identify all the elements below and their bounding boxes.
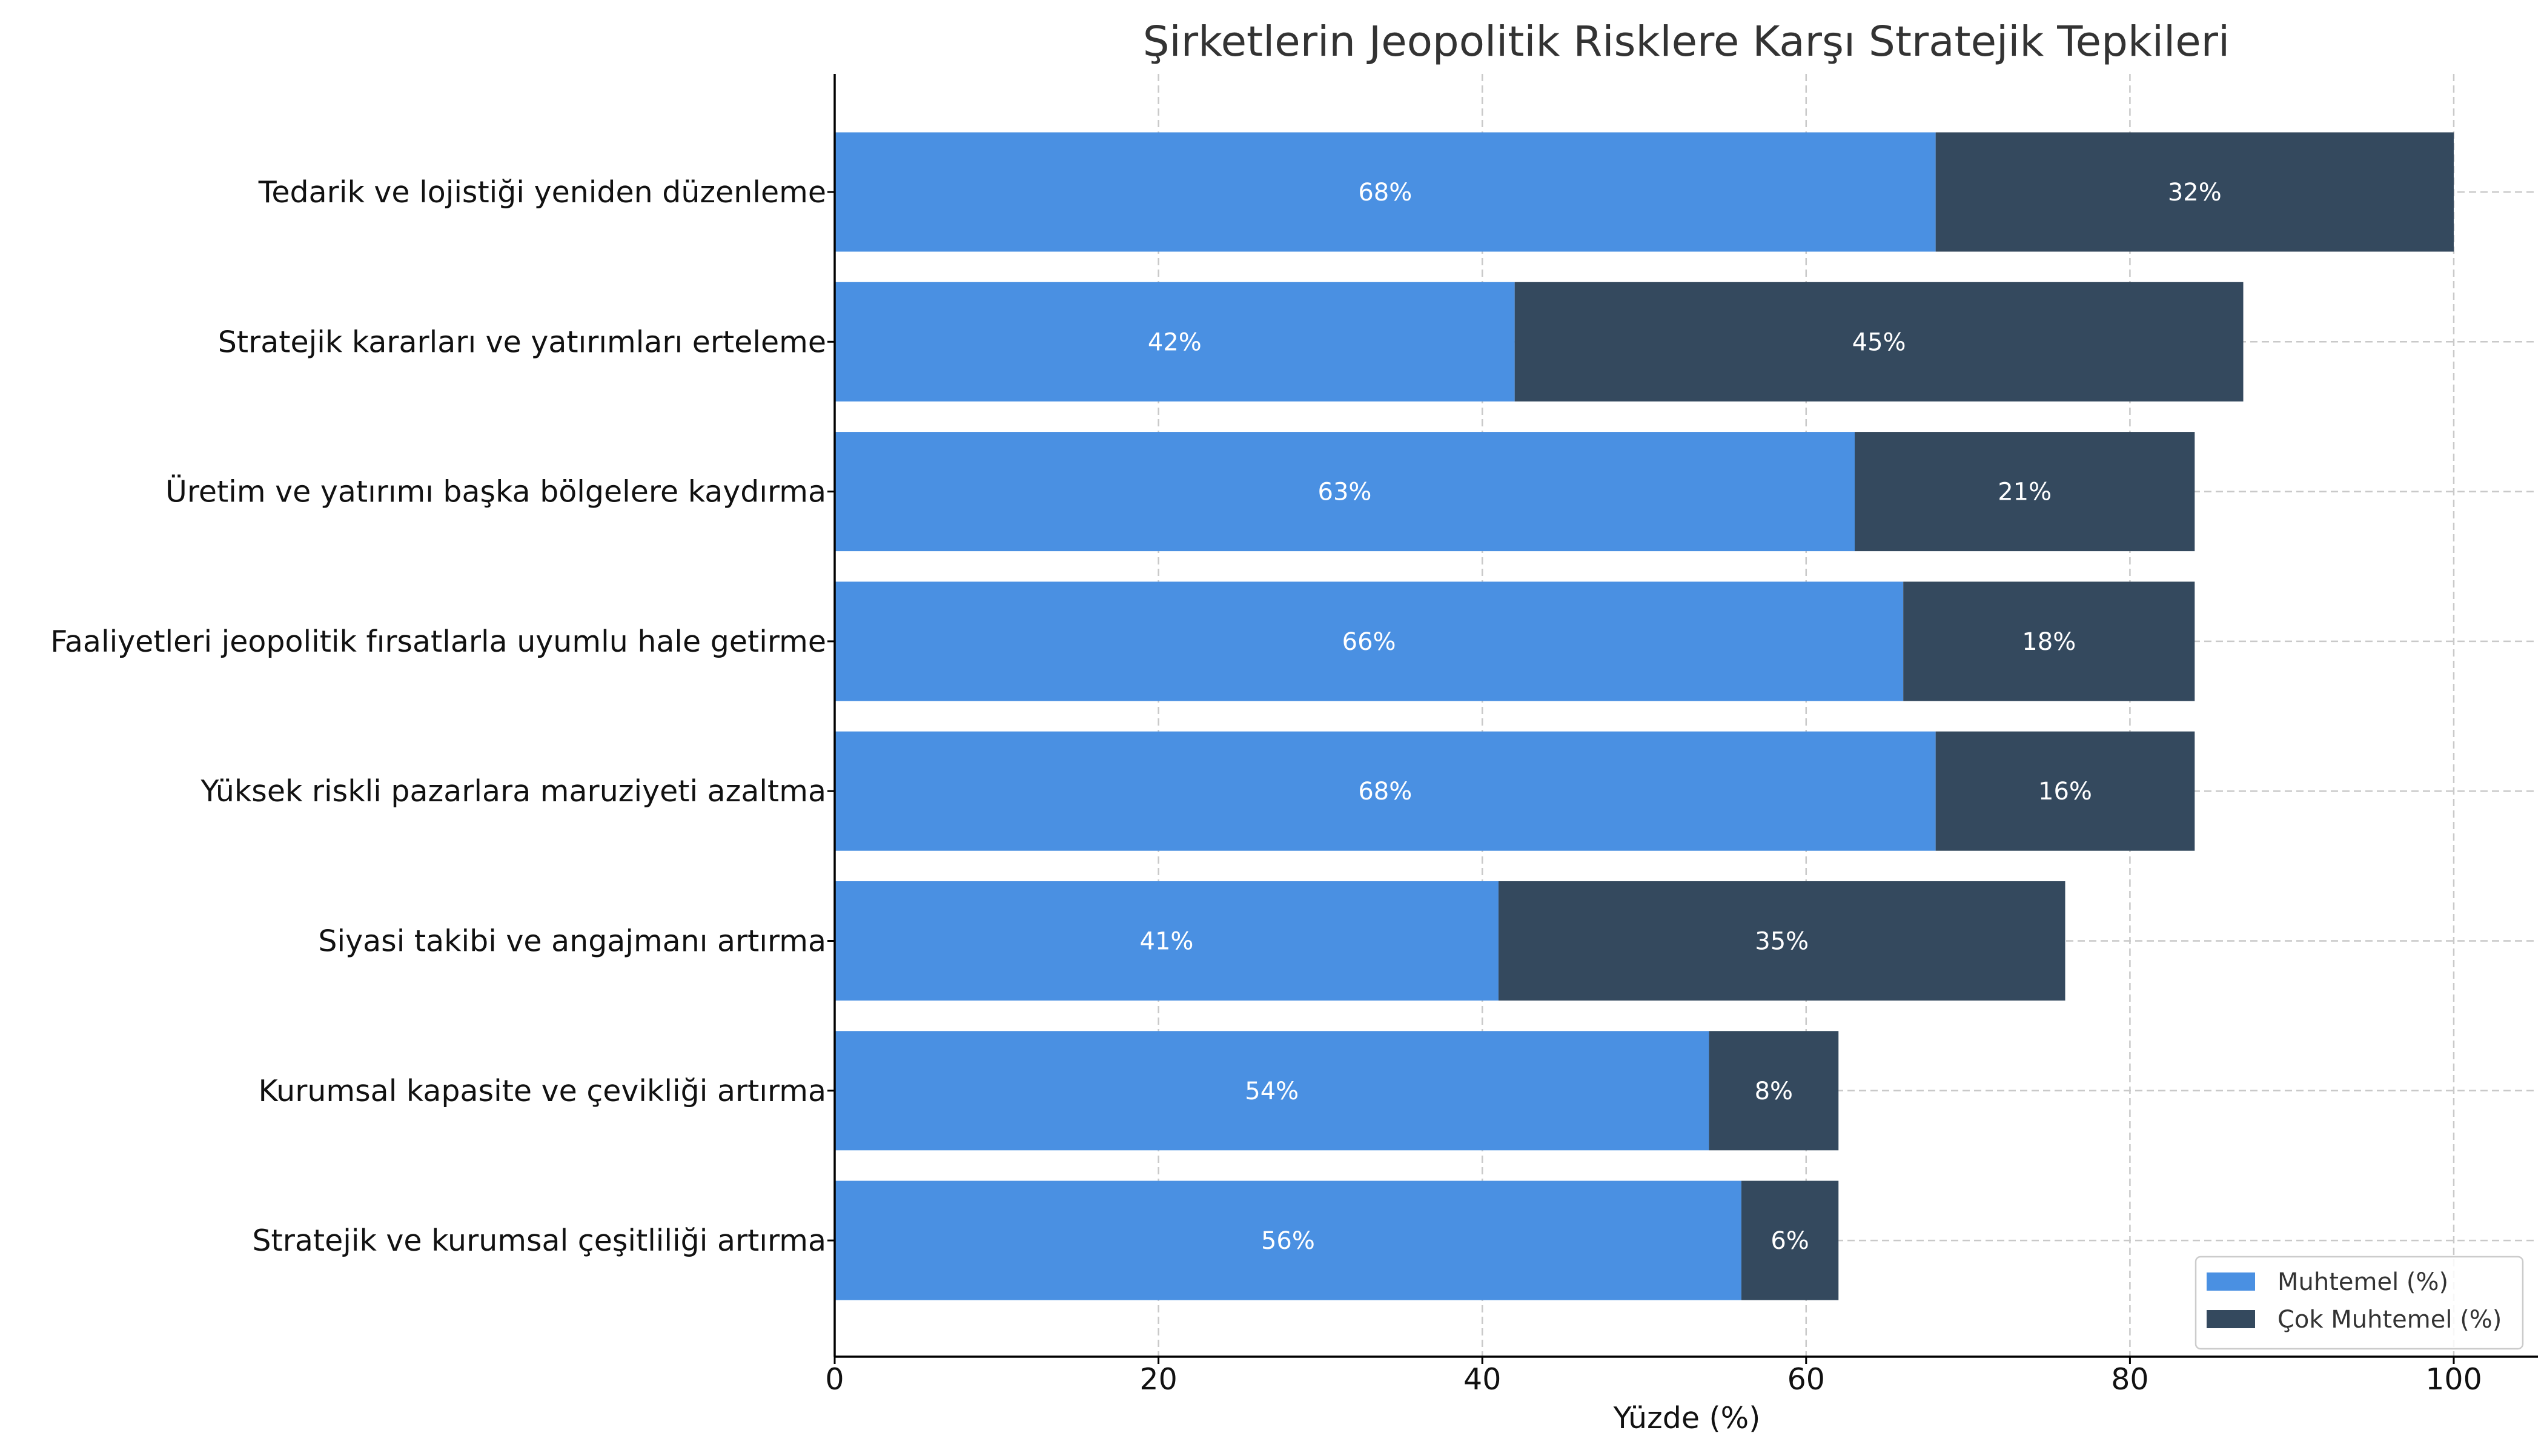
bar-cok-muhtemel [1935,132,2454,252]
x-tick-label: 0 [825,1362,844,1397]
data-labels: 68% 32% 42% 45% 63% 21% 66% 18% 68% 16% 41% 35% 54% 8… [1140,179,2222,1255]
bar-cok-muhtemel [1903,581,2195,701]
bar-value-label: 21% [1998,478,2052,506]
category-label: Üretim ve yatırımı başka bölgelere kaydı… [165,474,826,509]
bar-value-label: 42% [1148,328,1202,356]
bar-value-label: 16% [2038,778,2092,806]
grid-lines [833,74,2538,1357]
bar-value-label: 6% [1771,1227,1809,1255]
bar-muhtemel [835,282,1515,402]
bar-cok-muhtemel [1935,731,2195,851]
bar-value-label: 66% [1342,628,1396,656]
bar-muhtemel [835,581,1904,701]
x-axis-label: Yüzde (%) [1613,1401,1761,1435]
bar-muhtemel [835,432,1855,552]
bar-value-label: 68% [1358,179,1412,207]
bar-muhtemel [835,1180,1741,1300]
x-tick-label: 40 [1463,1362,1501,1397]
bar-value-label: 63% [1318,478,1372,506]
legend-swatch-cok-muhtemel [2207,1310,2255,1328]
bar-cok-muhtemel [1514,282,2244,402]
x-tick-label: 100 [2425,1362,2482,1397]
bar-value-label: 54% [1245,1077,1299,1105]
legend-swatch-muhtemel [2207,1272,2255,1291]
x-tick-label: 80 [2111,1362,2148,1397]
bar-muhtemel [835,1031,1709,1151]
bar-value-label: 18% [2022,628,2076,656]
bar-muhtemel [835,731,1936,851]
category-label: Faaliyetleri jeopolitik fırsatlarla uyum… [50,624,826,659]
category-label: Siyasi takibi ve angajmanı artırma [318,924,826,959]
axes: 0 20 40 60 80 100 [825,74,2538,1397]
chart-title: Şirketlerin Jeopolitik Risklere Karşı St… [1143,18,2230,66]
bar-value-label: 41% [1140,928,1194,956]
bar-cok-muhtemel [1709,1031,1839,1151]
bar-muhtemel [835,132,1936,252]
category-label: Stratejik ve kurumsal çeşitliliği artırm… [252,1223,826,1258]
x-tick-label: 20 [1139,1362,1177,1397]
legend-label: Çok Muhtemel (%) [2277,1306,2502,1334]
category-label: Yüksek riskli pazarlara maruziyeti azalt… [200,774,826,809]
bar-value-label: 35% [1755,928,1809,956]
bar-value-label: 68% [1358,778,1412,806]
bars [835,132,2454,1300]
bar-value-label: 32% [2168,179,2222,207]
category-label: Stratejik kararları ve yatırımları ertel… [218,325,826,359]
x-tick-label: 60 [1787,1362,1825,1397]
bar-cok-muhtemel [1498,881,2065,1001]
legend-box [2195,1256,2524,1350]
bar-cok-muhtemel [1854,432,2195,552]
category-label: Kurumsal kapasite ve çevikliği artırma [258,1074,826,1108]
category-labels: Tedarik ve lojistiği yeniden düzenleme St… [50,175,826,1258]
category-label: Tedarik ve lojistiği yeniden düzenleme [258,175,826,210]
legend-label: Muhtemel (%) [2277,1268,2448,1296]
bar-muhtemel [835,881,1499,1001]
bar-value-label: 45% [1852,328,1906,356]
bar-value-label: 56% [1261,1227,1315,1255]
bar-cok-muhtemel [1741,1180,1839,1300]
bar-value-label: 8% [1755,1077,1793,1105]
legend: Muhtemel (%) Çok Muhtemel (%) [2195,1256,2524,1350]
